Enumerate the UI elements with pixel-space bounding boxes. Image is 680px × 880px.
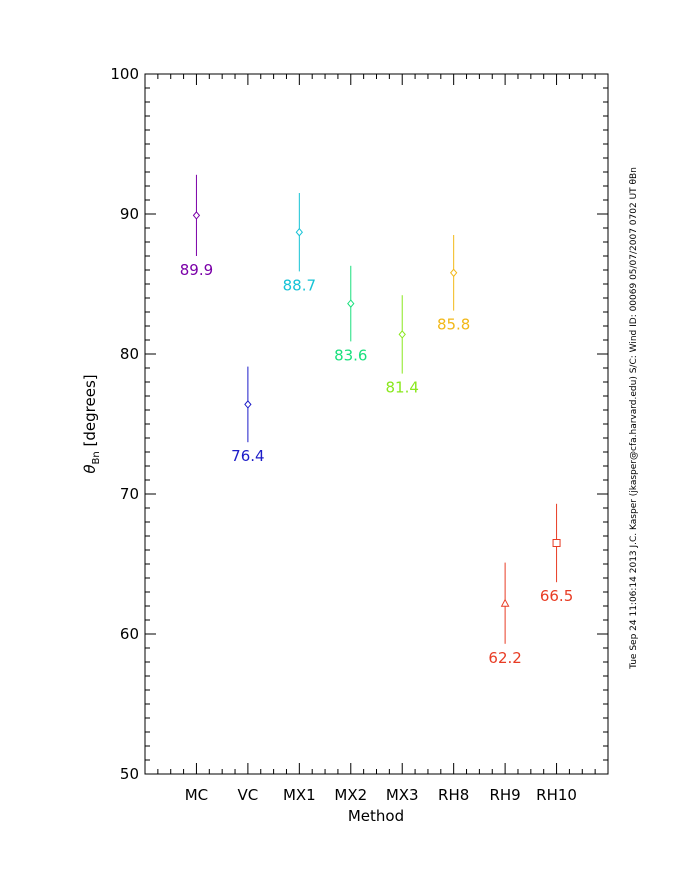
data-marks: 89.9 76.4 88.7 83.6 81.4 85.8 62.2 66.5 bbox=[180, 174, 573, 667]
y-tick-label: 60 bbox=[120, 625, 139, 643]
data-point-mx2: 83.6 bbox=[334, 265, 367, 364]
plot-frame bbox=[144, 73, 609, 775]
diamond-marker bbox=[295, 227, 303, 237]
axis-ticks bbox=[145, 73, 608, 775]
data-label: 62.2 bbox=[488, 649, 521, 667]
data-label: 76.4 bbox=[231, 447, 264, 465]
data-label: 81.4 bbox=[386, 379, 419, 397]
data-label: 83.6 bbox=[334, 346, 367, 364]
y-axis-symbol: θ bbox=[81, 464, 99, 473]
y-tick-labels: 50 60 70 80 90 100 bbox=[110, 65, 139, 783]
x-tick-label: RH10 bbox=[536, 786, 577, 804]
y-tick-label: 70 bbox=[120, 485, 139, 503]
data-label: 88.7 bbox=[283, 276, 316, 294]
svg-text:θBn [degrees]: θBn [degrees] bbox=[81, 374, 102, 473]
x-tick-label: MX2 bbox=[334, 786, 367, 804]
y-axis-subscript: Bn bbox=[91, 451, 102, 464]
data-point-mx1: 88.7 bbox=[283, 193, 316, 294]
diamond-marker bbox=[450, 268, 458, 278]
data-label: 85.8 bbox=[437, 316, 470, 334]
x-tick-label: MX3 bbox=[386, 786, 419, 804]
side-note: Tue Sep 24 11:06:14 2013 J.C. Kasper (jk… bbox=[629, 167, 639, 670]
triangle-marker bbox=[500, 598, 510, 607]
data-point-rh9: 62.2 bbox=[488, 562, 522, 667]
data-point-rh10: 66.5 bbox=[540, 503, 573, 605]
y-tick-label: 100 bbox=[110, 65, 139, 83]
y-tick-label: 90 bbox=[120, 205, 139, 223]
x-axis-label: Method bbox=[348, 807, 404, 825]
diamond-marker bbox=[347, 299, 355, 308]
x-tick-label: MX1 bbox=[283, 786, 316, 804]
x-tick-label: MC bbox=[185, 786, 208, 804]
y-axis-unit: [degrees] bbox=[81, 374, 99, 446]
diamond-marker bbox=[192, 211, 201, 220]
square-marker bbox=[552, 539, 561, 547]
diamond-marker bbox=[244, 400, 252, 409]
x-tick-label: VC bbox=[238, 786, 259, 804]
x-tick-labels: MC VC MX1 MX2 MX3 RH8 RH9 RH10 bbox=[185, 786, 577, 804]
data-label: 66.5 bbox=[540, 587, 573, 605]
x-tick-label: RH9 bbox=[489, 786, 520, 804]
x-tick-label: RH8 bbox=[438, 786, 469, 804]
data-point-mc: 89.9 bbox=[180, 174, 213, 279]
data-point-rh8: 85.8 bbox=[437, 235, 470, 334]
data-label: 89.9 bbox=[180, 261, 213, 279]
data-point-vc: 76.4 bbox=[231, 366, 265, 465]
y-tick-label: 80 bbox=[120, 345, 139, 363]
diamond-marker bbox=[398, 330, 406, 339]
data-point-mx3: 81.4 bbox=[386, 295, 419, 397]
y-axis-label: θBn [degrees] bbox=[81, 374, 102, 473]
y-tick-label: 50 bbox=[120, 765, 139, 783]
